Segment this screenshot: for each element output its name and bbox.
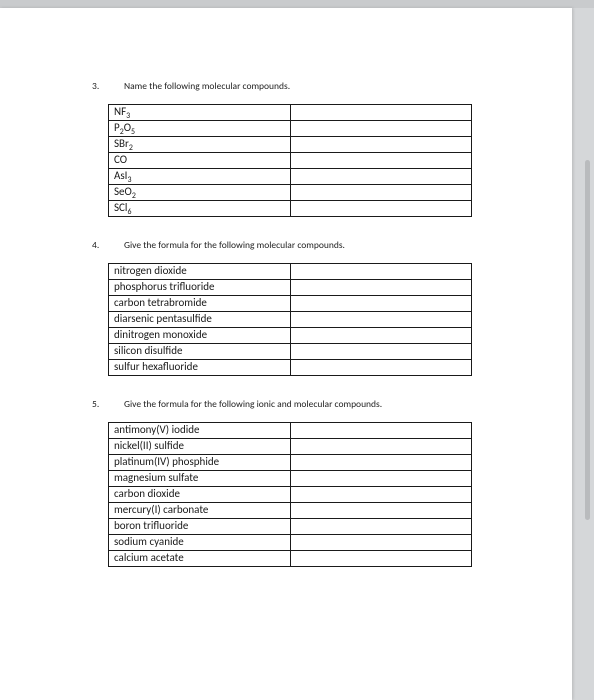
compound-cell: dinitrogen monoxide bbox=[109, 328, 291, 344]
answer-table-5: antimony(V) iodidenickel(II) sulfideplat… bbox=[108, 422, 472, 567]
compound-cell: magnesium sulfate bbox=[109, 471, 291, 487]
question-prompt: 5.Give the formula for the following ion… bbox=[108, 398, 472, 410]
compound-cell: NF3 bbox=[109, 105, 291, 121]
table-row: CO bbox=[109, 153, 472, 169]
table-row: diarsenic pentasulfide bbox=[109, 312, 472, 328]
table-row: boron trifluoride bbox=[109, 519, 472, 535]
question-number: 3. bbox=[108, 80, 124, 92]
compound-cell: P2O5 bbox=[109, 121, 291, 137]
question-3: 3.Name the following molecular compounds… bbox=[108, 80, 472, 217]
question-4: 4.Give the formula for the following mol… bbox=[108, 239, 472, 376]
answer-cell bbox=[290, 503, 472, 519]
table-row: AsI3 bbox=[109, 169, 472, 185]
question-text: Name the following molecular compounds. bbox=[124, 80, 290, 92]
answer-cell bbox=[290, 344, 472, 360]
compound-cell: SeO2 bbox=[109, 185, 291, 201]
table-row: SCl6 bbox=[109, 201, 472, 217]
compound-cell: diarsenic pentasulfide bbox=[109, 312, 291, 328]
question-prompt: 3.Name the following molecular compounds… bbox=[108, 80, 472, 92]
table-row: nitrogen dioxide bbox=[109, 264, 472, 280]
compound-cell: mercury(I) carbonate bbox=[109, 503, 291, 519]
answer-table-3: NF3P2O5SBr2COAsI3SeO2SCl6 bbox=[108, 104, 472, 217]
answer-cell bbox=[290, 185, 472, 201]
compound-cell: SCl6 bbox=[109, 201, 291, 217]
answer-cell bbox=[290, 121, 472, 137]
compound-cell: platinum(IV) phosphide bbox=[109, 455, 291, 471]
table-row: magnesium sulfate bbox=[109, 471, 472, 487]
table-row: phosphorus trifluoride bbox=[109, 280, 472, 296]
compound-cell: sodium cyanide bbox=[109, 535, 291, 551]
table-row: dinitrogen monoxide bbox=[109, 328, 472, 344]
answer-cell bbox=[290, 312, 472, 328]
table-row: SBr2 bbox=[109, 137, 472, 153]
answer-table-4: nitrogen dioxidephosphorus trifluorideca… bbox=[108, 263, 472, 376]
answer-cell bbox=[290, 328, 472, 344]
answer-cell bbox=[290, 551, 472, 567]
answer-cell bbox=[290, 296, 472, 312]
table-row: nickel(II) sulfide bbox=[109, 439, 472, 455]
answer-cell bbox=[290, 137, 472, 153]
table-row: sulfur hexafluoride bbox=[109, 360, 472, 376]
table-row: platinum(IV) phosphide bbox=[109, 455, 472, 471]
table-row: mercury(I) carbonate bbox=[109, 503, 472, 519]
compound-cell: carbon tetrabromide bbox=[109, 296, 291, 312]
compound-cell: carbon dioxide bbox=[109, 487, 291, 503]
answer-cell bbox=[290, 280, 472, 296]
answer-cell bbox=[290, 487, 472, 503]
compound-cell: SBr2 bbox=[109, 137, 291, 153]
question-number: 5. bbox=[108, 398, 124, 410]
table-row: silicon disulfide bbox=[109, 344, 472, 360]
answer-cell bbox=[290, 423, 472, 439]
compound-cell: sulfur hexafluoride bbox=[109, 360, 291, 376]
compound-cell: calcium acetate bbox=[109, 551, 291, 567]
compound-cell: antimony(V) iodide bbox=[109, 423, 291, 439]
answer-cell bbox=[290, 153, 472, 169]
compound-cell: AsI3 bbox=[109, 169, 291, 185]
compound-cell: boron trifluoride bbox=[109, 519, 291, 535]
answer-cell bbox=[290, 105, 472, 121]
table-row: antimony(V) iodide bbox=[109, 423, 472, 439]
table-row: calcium acetate bbox=[109, 551, 472, 567]
compound-cell: phosphorus trifluoride bbox=[109, 280, 291, 296]
table-row: sodium cyanide bbox=[109, 535, 472, 551]
answer-cell bbox=[290, 201, 472, 217]
answer-cell bbox=[290, 360, 472, 376]
answer-cell bbox=[290, 439, 472, 455]
answer-cell bbox=[290, 519, 472, 535]
table-row: SeO2 bbox=[109, 185, 472, 201]
question-prompt: 4.Give the formula for the following mol… bbox=[108, 239, 472, 251]
app-topbar bbox=[0, 0, 594, 8]
compound-cell: nickel(II) sulfide bbox=[109, 439, 291, 455]
compound-cell: silicon disulfide bbox=[109, 344, 291, 360]
table-row: carbon tetrabromide bbox=[109, 296, 472, 312]
answer-cell bbox=[290, 471, 472, 487]
question-text: Give the formula for the following ionic… bbox=[124, 398, 382, 410]
compound-cell: nitrogen dioxide bbox=[109, 264, 291, 280]
table-row: carbon dioxide bbox=[109, 487, 472, 503]
table-row: P2O5 bbox=[109, 121, 472, 137]
question-number: 4. bbox=[108, 239, 124, 251]
answer-cell bbox=[290, 169, 472, 185]
document-page: 3.Name the following molecular compounds… bbox=[0, 8, 572, 700]
answer-cell bbox=[290, 455, 472, 471]
vertical-scrollbar[interactable] bbox=[585, 160, 590, 520]
answer-cell bbox=[290, 535, 472, 551]
question-5: 5.Give the formula for the following ion… bbox=[108, 398, 472, 567]
answer-cell bbox=[290, 264, 472, 280]
question-text: Give the formula for the following molec… bbox=[124, 239, 345, 251]
table-row: NF3 bbox=[109, 105, 472, 121]
compound-cell: CO bbox=[109, 153, 291, 169]
